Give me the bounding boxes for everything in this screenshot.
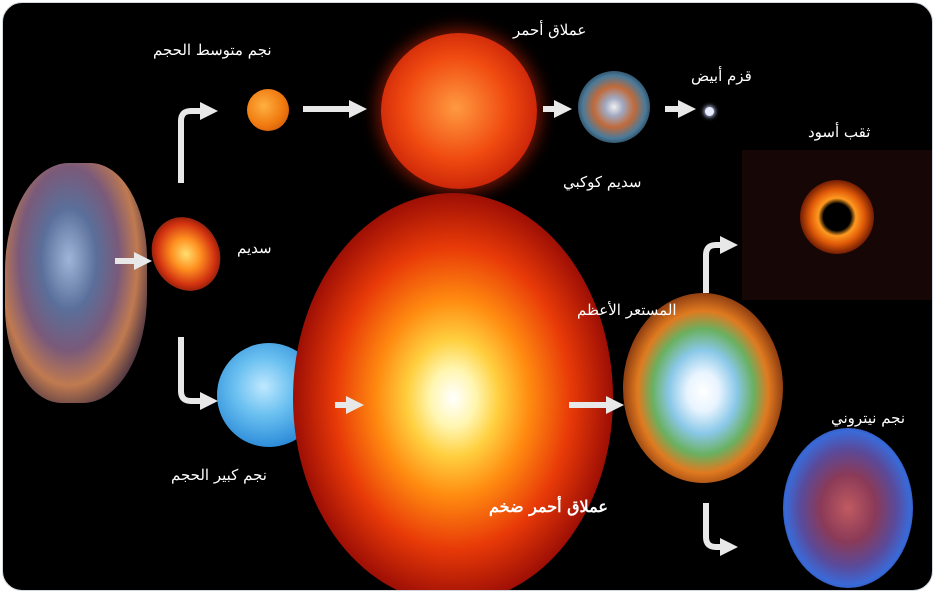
black-hole-panel [742, 150, 932, 300]
label-black-hole: ثقب أسود [808, 123, 871, 141]
neutron-star-object [783, 428, 913, 588]
white-dwarf-object [705, 107, 714, 116]
label-neutron-star: نجم نيتروني [831, 409, 906, 427]
flow-arrows [115, 100, 738, 556]
planetary-nebula-object [578, 71, 650, 143]
supernova-object [623, 293, 783, 483]
arrow-supernova-to-neutron-star [703, 503, 738, 556]
label-nebula: سديم [237, 239, 272, 257]
label-planetary-nebula: سديم كوكبي [563, 173, 642, 191]
arrow-nebula-to-massive-star [178, 337, 218, 410]
arrow-nebula-to-medium-star [178, 102, 218, 183]
red-giant-object [381, 33, 537, 189]
label-white-dwarf: قزم أبيض [691, 67, 752, 85]
label-supernova: المستعر الأعظم [577, 301, 677, 319]
black-hole-object [800, 180, 874, 254]
red-supergiant-object [293, 193, 613, 590]
medium-star-object [247, 89, 289, 131]
label-red-giant: عملاق أحمر [513, 21, 587, 39]
label-medium-star: نجم متوسط الحجم [153, 41, 272, 59]
label-red-supergiant: عملاق أحمر ضخم [489, 497, 608, 516]
arrow-supernova-to-black-hole [703, 236, 738, 293]
label-massive-star: نجم كبير الحجم [171, 466, 267, 484]
stellar-nursery-cloud [5, 163, 147, 403]
